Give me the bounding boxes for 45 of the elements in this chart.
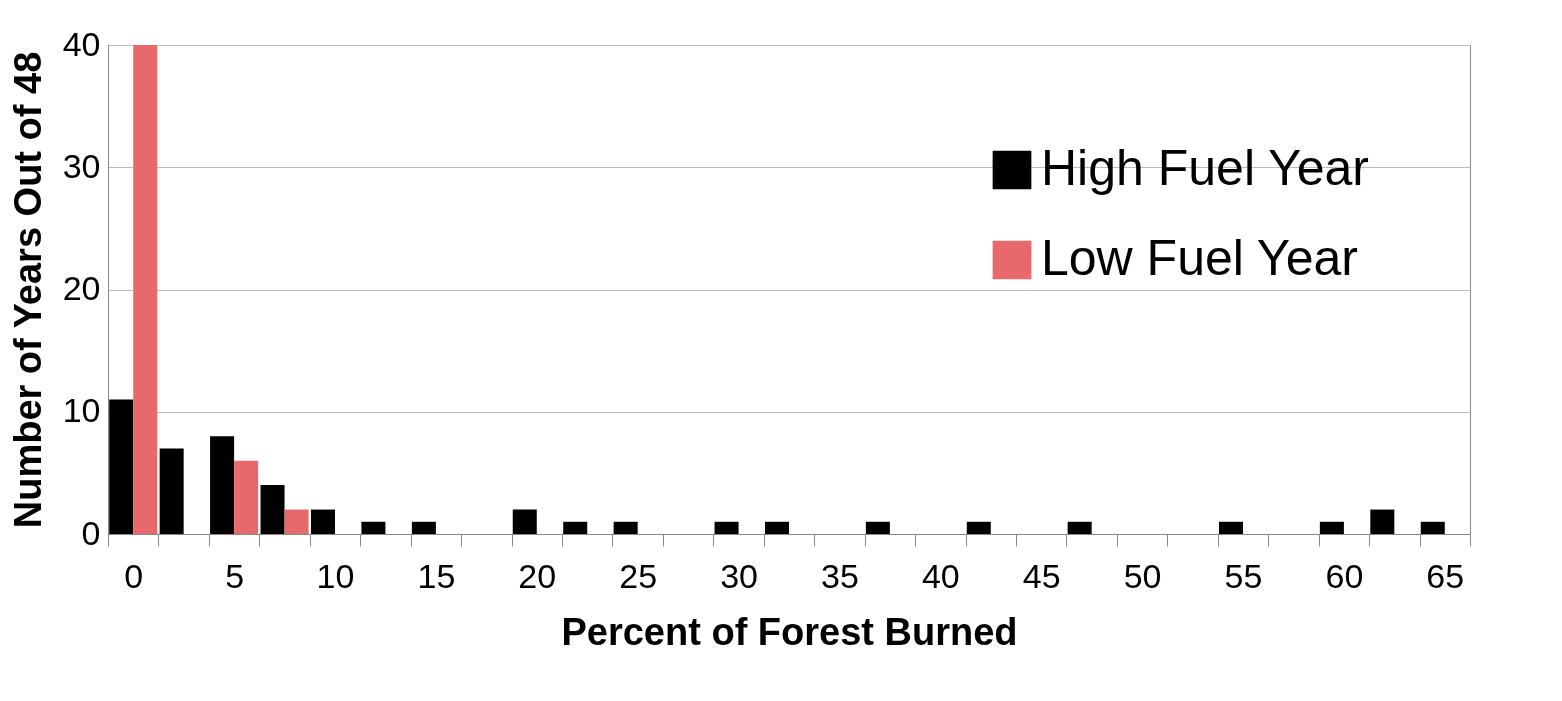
y-tick-label: 0 [81,513,101,552]
bar [563,521,588,534]
bar [764,521,789,534]
x-tick-label: 0 [124,556,144,595]
legend-label: High Fuel Year [1041,140,1370,196]
y-axis-title: Number of Years Out of 48 [6,51,49,529]
bar [109,399,134,534]
x-tick-label: 25 [619,556,658,595]
bar [1370,509,1395,534]
x-tick-label: 15 [417,556,456,595]
bar [133,45,158,534]
bar [234,460,259,534]
y-tick-label: 30 [62,146,101,185]
x-tick-label: 30 [720,556,758,595]
bar [865,521,890,534]
bar [714,521,739,534]
bar [1319,521,1344,534]
x-tick-label: 65 [1426,556,1465,595]
bar [512,509,537,534]
bar [1420,521,1445,534]
x-tick-label: 50 [1123,556,1162,595]
x-axis-title: Percent of Forest Burned [561,610,1018,653]
y-tick-label: 40 [62,24,101,63]
x-tick-label: 40 [921,556,960,595]
x-tick-label: 35 [821,556,859,595]
bar [210,436,235,534]
bar [284,509,309,534]
legend-label: Low Fuel Year [1041,230,1358,286]
bar [310,509,335,534]
bar [1067,521,1092,534]
x-tick-label: 10 [316,556,355,595]
bar [361,521,386,534]
bar [159,448,184,534]
bar [613,521,638,534]
bar [966,521,991,534]
x-tick-label: 60 [1325,556,1364,595]
x-tick-label: 5 [225,556,245,595]
bar [260,485,285,534]
bar [1218,521,1243,534]
x-tick-label: 45 [1022,556,1061,595]
y-tick-label: 20 [62,269,101,307]
x-tick-label: 20 [518,556,557,595]
bar [411,521,436,534]
y-tick-label: 10 [62,391,101,430]
x-tick-label: 55 [1224,556,1263,595]
